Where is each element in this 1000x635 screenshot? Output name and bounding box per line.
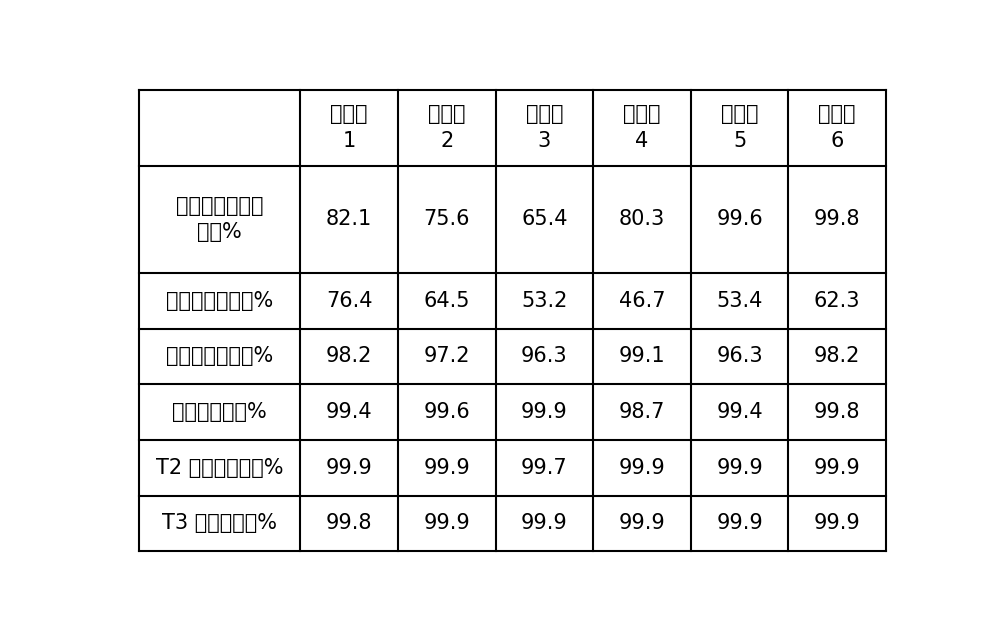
Text: 5: 5 (733, 131, 746, 151)
Text: 99.9: 99.9 (521, 402, 568, 422)
Text: 53.4: 53.4 (716, 291, 763, 311)
Text: 实施例: 实施例 (526, 104, 563, 124)
Text: 实施例: 实施例 (721, 104, 758, 124)
Text: 99.4: 99.4 (326, 402, 372, 422)
Text: 实施例: 实施例 (818, 104, 856, 124)
Text: 99.9: 99.9 (521, 514, 568, 533)
Text: 99.9: 99.9 (326, 458, 373, 478)
Text: 53.2: 53.2 (521, 291, 568, 311)
Text: 62.3: 62.3 (814, 291, 860, 311)
Text: 2: 2 (440, 131, 453, 151)
Text: 99.9: 99.9 (814, 458, 861, 478)
Text: T3 乙醇纯度，%: T3 乙醇纯度，% (162, 514, 277, 533)
Text: 醋酸仲丁酯转化: 醋酸仲丁酯转化 (176, 196, 263, 217)
Text: 99.9: 99.9 (716, 514, 763, 533)
Text: 97.2: 97.2 (424, 347, 470, 366)
Text: 98.7: 98.7 (619, 402, 665, 422)
Text: 98.2: 98.2 (814, 347, 860, 366)
Text: 99.1: 99.1 (619, 347, 665, 366)
Text: 甲乙酮选择性，%: 甲乙酮选择性，% (166, 347, 273, 366)
Text: 96.3: 96.3 (716, 347, 763, 366)
Text: 98.2: 98.2 (326, 347, 372, 366)
Text: 82.1: 82.1 (326, 210, 372, 229)
Text: 99.8: 99.8 (326, 514, 372, 533)
Text: 99.6: 99.6 (423, 402, 470, 422)
Text: 99.8: 99.8 (814, 402, 860, 422)
Text: 99.9: 99.9 (619, 458, 665, 478)
Text: 99.7: 99.7 (521, 458, 568, 478)
Text: 76.4: 76.4 (326, 291, 372, 311)
Text: 75.6: 75.6 (424, 210, 470, 229)
Text: 99.8: 99.8 (814, 210, 860, 229)
Text: 实施例: 实施例 (330, 104, 368, 124)
Text: 乙醇选择性，%: 乙醇选择性，% (172, 402, 267, 422)
Text: 99.9: 99.9 (423, 458, 470, 478)
Text: T2 甲乙酮纯度，%: T2 甲乙酮纯度，% (156, 458, 283, 478)
Text: 46.7: 46.7 (619, 291, 665, 311)
Text: 仲丁醇转化率，%: 仲丁醇转化率，% (166, 291, 273, 311)
Text: 实施例: 实施例 (623, 104, 661, 124)
Text: 1: 1 (343, 131, 356, 151)
Text: 4: 4 (635, 131, 649, 151)
Text: 99.4: 99.4 (716, 402, 763, 422)
Text: 99.6: 99.6 (716, 210, 763, 229)
Text: 64.5: 64.5 (424, 291, 470, 311)
Text: 实施例: 实施例 (428, 104, 466, 124)
Text: 6: 6 (831, 131, 844, 151)
Text: 3: 3 (538, 131, 551, 151)
Text: 99.9: 99.9 (716, 458, 763, 478)
Text: 99.9: 99.9 (619, 514, 665, 533)
Text: 率，%: 率，% (197, 222, 242, 242)
Text: 99.9: 99.9 (423, 514, 470, 533)
Text: 65.4: 65.4 (521, 210, 568, 229)
Text: 99.9: 99.9 (814, 514, 861, 533)
Text: 80.3: 80.3 (619, 210, 665, 229)
Text: 96.3: 96.3 (521, 347, 568, 366)
